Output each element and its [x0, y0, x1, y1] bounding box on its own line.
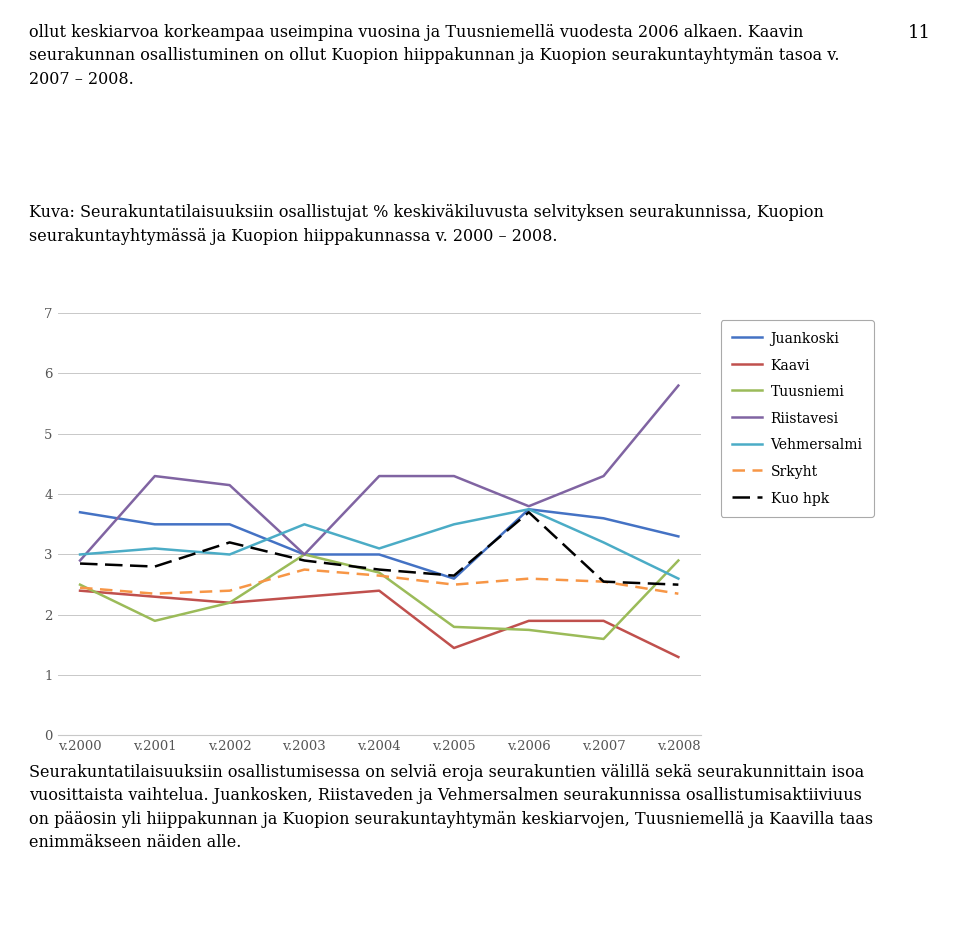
Text: 11: 11 [908, 24, 931, 42]
Text: Kuva: Seurakuntatilaisuuksiin osallistujat % keskiväkiluvusta selvityksen seurak: Kuva: Seurakuntatilaisuuksiin osallistuj… [29, 204, 824, 245]
Text: ollut keskiarvoa korkeampaa useimpina vuosina ja Tuusniemellä vuodesta 2006 alka: ollut keskiarvoa korkeampaa useimpina vu… [29, 24, 839, 87]
Legend: Juankoski, Kaavi, Tuusniemi, Riistavesi, Vehmersalmi, Srkyht, Kuo hpk: Juankoski, Kaavi, Tuusniemi, Riistavesi,… [721, 320, 874, 517]
Text: Seurakuntatilaisuuksiin osallistumisessa on selviä eroja seurakuntien välillä se: Seurakuntatilaisuuksiin osallistumisessa… [29, 764, 873, 851]
